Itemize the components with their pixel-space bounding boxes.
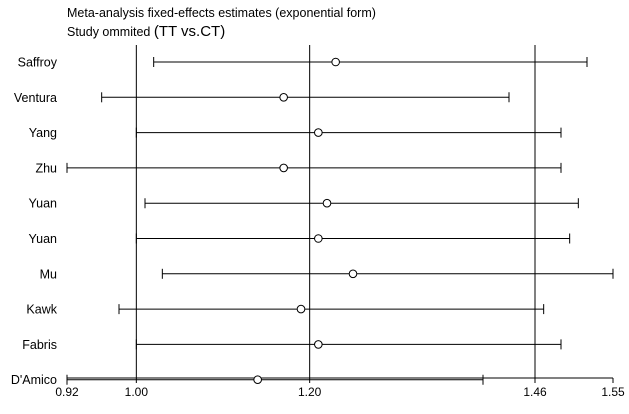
chart-subtitle-prefix: Study ommited <box>67 25 154 39</box>
study-label: Kawk <box>26 303 57 317</box>
study-label: Ventura <box>14 91 57 105</box>
point-estimate <box>314 234 323 243</box>
point-estimate <box>331 57 340 67</box>
point-estimate <box>314 128 323 137</box>
point-estimate <box>253 375 262 385</box>
point-estimate <box>296 304 306 314</box>
x-tick-label: 1.46 <box>523 385 547 399</box>
chart-title: Meta-analysis fixed-effects estimates (e… <box>67 6 376 20</box>
study-label: Yang <box>29 126 57 140</box>
study-label: Yuan <box>28 232 57 246</box>
point-estimate <box>279 163 288 173</box>
x-tick-label: 1.00 <box>125 385 149 399</box>
x-tick-label: 1.20 <box>298 385 322 399</box>
point-estimate <box>322 198 332 208</box>
study-label: D'Amico <box>11 373 57 387</box>
chart-subtitle-comparison: (TT vs.CT) <box>153 23 226 40</box>
chart-subtitle: Study ommited (TT vs.CT) <box>67 23 225 40</box>
study-label: Yuan <box>28 197 57 211</box>
x-tick-label: 1.55 <box>601 385 625 399</box>
study-label: Saffroy <box>18 56 58 70</box>
point-estimate <box>348 269 358 279</box>
study-label: Zhu <box>35 161 57 175</box>
x-tick-label: 0.92 <box>55 385 79 399</box>
point-estimate <box>279 93 288 102</box>
point-estimate <box>314 340 323 349</box>
study-label: Mu <box>40 267 57 281</box>
study-label: Fabris <box>22 338 57 352</box>
